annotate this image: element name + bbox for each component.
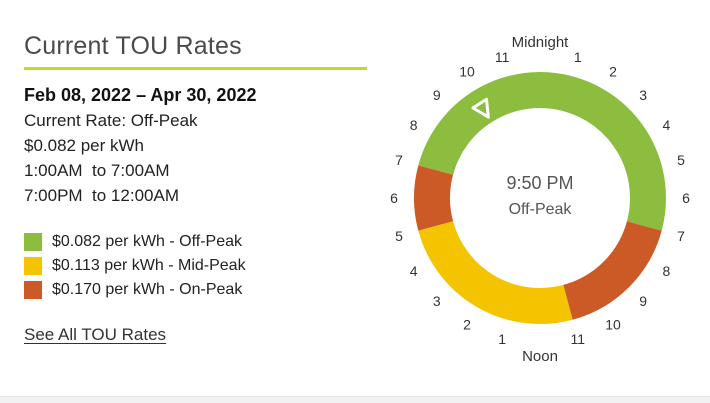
current-rate: Current Rate: Off-Peak (24, 111, 198, 130)
page-title: Current TOU Rates (24, 32, 242, 60)
hour-label: 10 (459, 64, 475, 80)
hour-label: 8 (410, 117, 418, 133)
legend-label: $0.170 per kWh - On-Peak (52, 281, 243, 298)
hour-label: 3 (433, 293, 441, 309)
see-all-rates-link[interactable]: See All TOU Rates (24, 325, 167, 344)
current-rate-info: Current Rate: Off-Peak $0.082 per kWh 1:… (24, 108, 369, 208)
tou-clock: Midnight Noon 12345678910111234567891011… (390, 34, 690, 365)
center-time: 9:50 PM (506, 173, 573, 193)
legend-item-off-peak: $0.082 per kWh - Off-Peak (24, 230, 369, 254)
center-period: Off-Peak (509, 201, 573, 218)
legend-label: $0.113 per kWh - Mid-Peak (52, 257, 246, 274)
current-time-pointer (471, 97, 490, 119)
hour-label: 1 (498, 331, 506, 347)
hour-label: 2 (463, 316, 471, 332)
hour-label: 11 (571, 331, 586, 347)
hour-label: 9 (433, 87, 441, 103)
hour-label: 8 (663, 263, 671, 279)
legend-label: $0.082 per kWh - Off-Peak (52, 233, 243, 250)
ring-segment-off-peak (418, 72, 666, 231)
hour-label: 5 (677, 152, 685, 168)
title-divider (24, 67, 367, 70)
hour-label: 6 (390, 190, 398, 206)
hour-label: 9 (639, 293, 647, 309)
legend-item-on-peak: $0.170 per kWh - On-Peak (24, 278, 369, 302)
hour-label: 4 (663, 117, 671, 133)
on-peak-swatch (24, 281, 42, 299)
hour-label: 4 (410, 263, 418, 279)
rate-legend: $0.082 per kWh - Off-Peak $0.113 per kWh… (24, 230, 369, 302)
rate-ring (414, 72, 666, 324)
date-range: Feb 08, 2022 – Apr 30, 2022 (24, 85, 257, 105)
off-peak-swatch (24, 233, 42, 251)
hour-label: 2 (609, 64, 617, 80)
time-range: 7:00PM to 12:00AM (24, 186, 179, 205)
current-time-marker (471, 97, 490, 119)
ring-segment-mid-peak (418, 220, 573, 324)
time-range: 1:00AM to 7:00AM (24, 161, 170, 180)
midnight-label: Midnight (512, 34, 570, 51)
legend-item-mid-peak: $0.113 per kWh - Mid-Peak (24, 254, 369, 278)
current-price: $0.082 per kWh (24, 136, 145, 155)
rates-info: Current TOU Rates Feb 08, 2022 – Apr 30,… (24, 30, 369, 345)
mid-peak-swatch (24, 257, 42, 275)
hour-label: 1 (574, 49, 582, 65)
hour-label: 11 (495, 49, 510, 65)
hour-label: 10 (605, 316, 621, 332)
hour-label: 7 (677, 228, 685, 244)
hour-label: 3 (639, 87, 647, 103)
ring-segment-on-peak (414, 165, 454, 231)
ring-segment-on-peak (562, 220, 662, 320)
hour-label: 6 (682, 190, 690, 206)
hour-label: 5 (395, 228, 403, 244)
bottom-divider (0, 396, 710, 403)
noon-label: Noon (522, 348, 558, 365)
hour-label: 7 (395, 152, 403, 168)
